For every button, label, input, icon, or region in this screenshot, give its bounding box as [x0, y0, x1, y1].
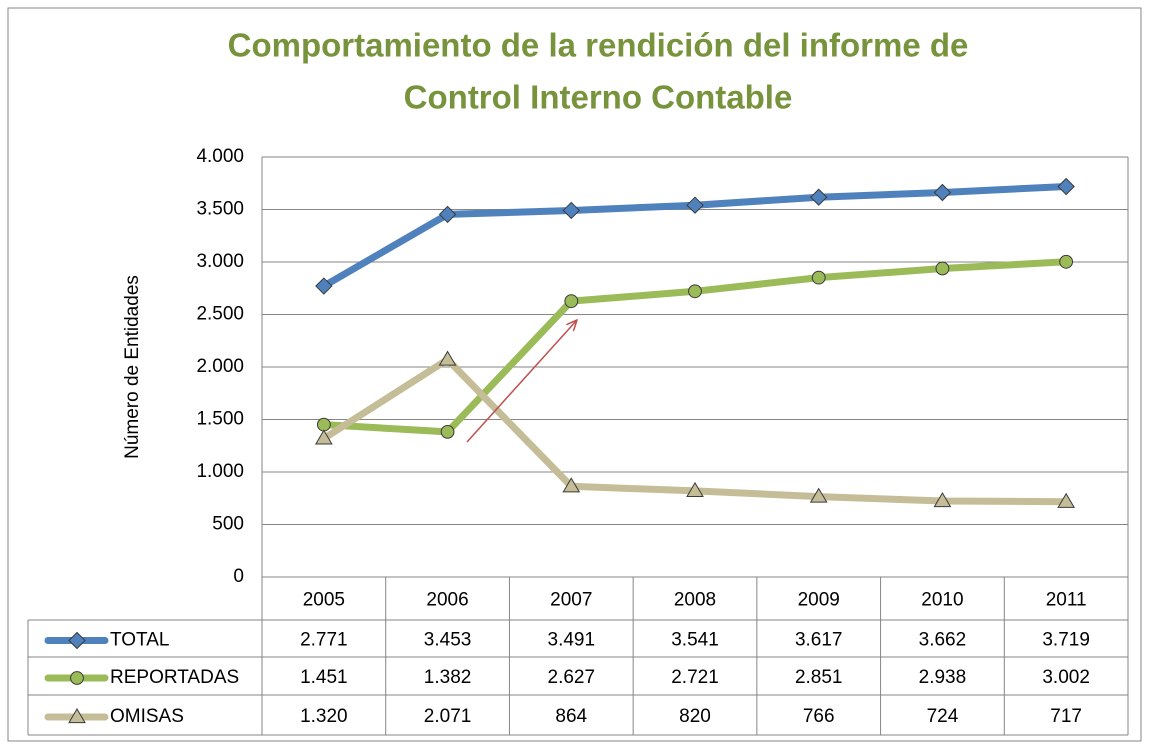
marker: [811, 270, 826, 285]
x-tick-label: 2011: [1046, 590, 1087, 611]
table-value: 2.071: [424, 706, 472, 727]
marker: [68, 631, 86, 650]
y-tick-label: 500: [212, 514, 244, 535]
annotation-arrow: [466, 320, 577, 443]
marker: [316, 417, 331, 432]
marker: [935, 261, 950, 276]
table-value: 3.662: [919, 630, 967, 651]
marker: [809, 487, 828, 503]
marker: [562, 477, 581, 493]
table-value: 820: [679, 706, 711, 727]
table-value: 864: [555, 706, 587, 727]
y-tick-label: 3.000: [196, 251, 244, 272]
y-tick-label: 2.500: [196, 304, 244, 325]
table-value: 724: [927, 706, 959, 727]
marker: [68, 708, 86, 724]
y-tick-label: 1.000: [196, 461, 244, 482]
table-value: 3.719: [1042, 630, 1090, 651]
table-value: 2.938: [919, 667, 967, 688]
marker: [1059, 254, 1074, 269]
marker: [440, 424, 455, 439]
table-value: 1.451: [300, 667, 348, 688]
marker: [933, 491, 952, 508]
y-axis-label: Número de Entidades: [122, 275, 143, 459]
table-value: 3.002: [1042, 667, 1090, 688]
y-tick-label: 3.500: [196, 199, 244, 220]
marker: [562, 201, 580, 220]
marker: [1057, 177, 1075, 196]
x-tick-label: 2006: [426, 590, 468, 611]
legend-label: REPORTADAS: [110, 667, 239, 688]
legend-label: OMISAS: [110, 706, 184, 727]
legend-label: TOTAL: [110, 630, 169, 651]
y-tick-label: 0: [233, 566, 244, 587]
table-value: 2.721: [671, 667, 719, 688]
chart-title: Comportamiento de la rendición del infor…: [228, 27, 969, 64]
marker: [564, 294, 579, 309]
marker: [688, 284, 702, 299]
x-tick-label: 2010: [921, 590, 963, 611]
chart-title: Control Interno Contable: [404, 79, 793, 116]
marker: [315, 277, 333, 295]
table-value: 3.453: [424, 630, 472, 651]
table-value: 3.541: [671, 630, 719, 651]
table-value: 1.320: [300, 706, 348, 727]
marker: [686, 481, 704, 497]
x-tick-label: 2009: [798, 590, 840, 611]
marker: [70, 671, 84, 685]
marker: [438, 350, 457, 366]
table-value: 3.491: [548, 630, 596, 651]
marker: [686, 196, 704, 214]
marker: [438, 205, 457, 224]
y-tick-label: 1.500: [196, 409, 244, 430]
x-tick-label: 2007: [550, 590, 592, 611]
table-value: 2.851: [795, 667, 843, 688]
table-value: 2.771: [300, 630, 348, 651]
table-value: 2.627: [548, 667, 596, 688]
table-value: 766: [803, 706, 835, 727]
marker: [1057, 492, 1076, 508]
table-value: 1.382: [424, 667, 472, 688]
chart-border: [7, 7, 1142, 742]
y-tick-label: 4.000: [196, 146, 244, 167]
x-tick-label: 2008: [674, 590, 716, 611]
table-value: 3.617: [795, 630, 843, 651]
table-value: 717: [1050, 706, 1082, 727]
marker: [810, 188, 828, 206]
marker: [314, 429, 333, 445]
y-tick-label: 2.000: [196, 356, 244, 377]
x-tick-label: 2005: [303, 590, 345, 611]
marker: [933, 183, 952, 202]
